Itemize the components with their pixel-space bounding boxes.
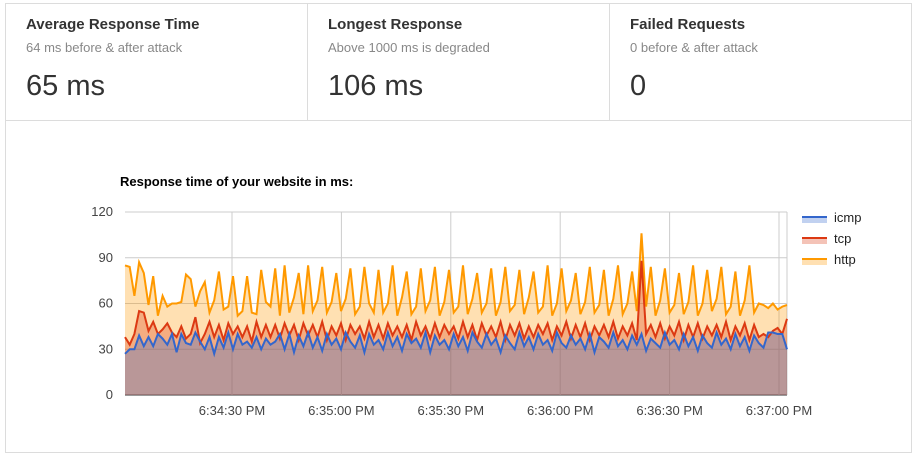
stat-value: 65 ms [26, 70, 105, 102]
x-tick-label: 6:36:30 PM [636, 403, 703, 418]
stat-subtitle: Above 1000 ms is degraded [328, 40, 490, 55]
stat-title: Failed Requests [630, 16, 746, 33]
stat-title: Average Response Time [26, 16, 200, 33]
chart-title: Response time of your website in ms: [120, 174, 354, 189]
series-line-icmp [124, 328, 788, 358]
x-tick-label: 6:37:00 PM [746, 403, 813, 418]
stat-card-longest-response: Longest Response Above 1000 ms is degrad… [307, 4, 609, 120]
stat-title: Longest Response [328, 16, 463, 33]
stat-subtitle: 64 ms before & after attack [26, 40, 183, 55]
stat-subtitle: 0 before & after attack [630, 40, 758, 55]
x-tick-label: 6:36:00 PM [527, 403, 594, 418]
x-tick-label: 6:34:30 PM [199, 403, 266, 418]
series-line-tcp [124, 260, 788, 347]
dashboard-panel: Average Response Time 64 ms before & aft… [5, 3, 912, 453]
series-area-http [125, 233, 787, 395]
y-tick-label: 30 [99, 341, 113, 356]
stat-card-failed-requests: Failed Requests 0 before & after attack … [609, 4, 911, 120]
x-tick-label: 6:35:00 PM [308, 403, 375, 418]
series-area-tcp [125, 260, 787, 395]
legend-swatch-icmp [802, 217, 827, 223]
stat-value: 106 ms [328, 70, 424, 102]
legend-label-http: http [834, 252, 856, 267]
stats-row: Average Response Time 64 ms before & aft… [6, 4, 911, 121]
legend-label-icmp: icmp [834, 210, 861, 225]
y-tick-label: 120 [91, 204, 113, 219]
y-tick-label: 60 [99, 296, 113, 311]
y-tick-label: 0 [106, 387, 113, 402]
series-line-http [124, 233, 788, 319]
legend-label-tcp: tcp [834, 231, 851, 246]
series-area-icmp [125, 332, 787, 395]
stat-card-average-response: Average Response Time 64 ms before & aft… [6, 4, 307, 120]
legend-swatch-http [802, 259, 827, 265]
stat-value: 0 [630, 70, 647, 102]
legend-swatch-tcp [802, 238, 827, 244]
x-tick-label: 6:35:30 PM [418, 403, 485, 418]
y-tick-label: 90 [99, 250, 113, 265]
